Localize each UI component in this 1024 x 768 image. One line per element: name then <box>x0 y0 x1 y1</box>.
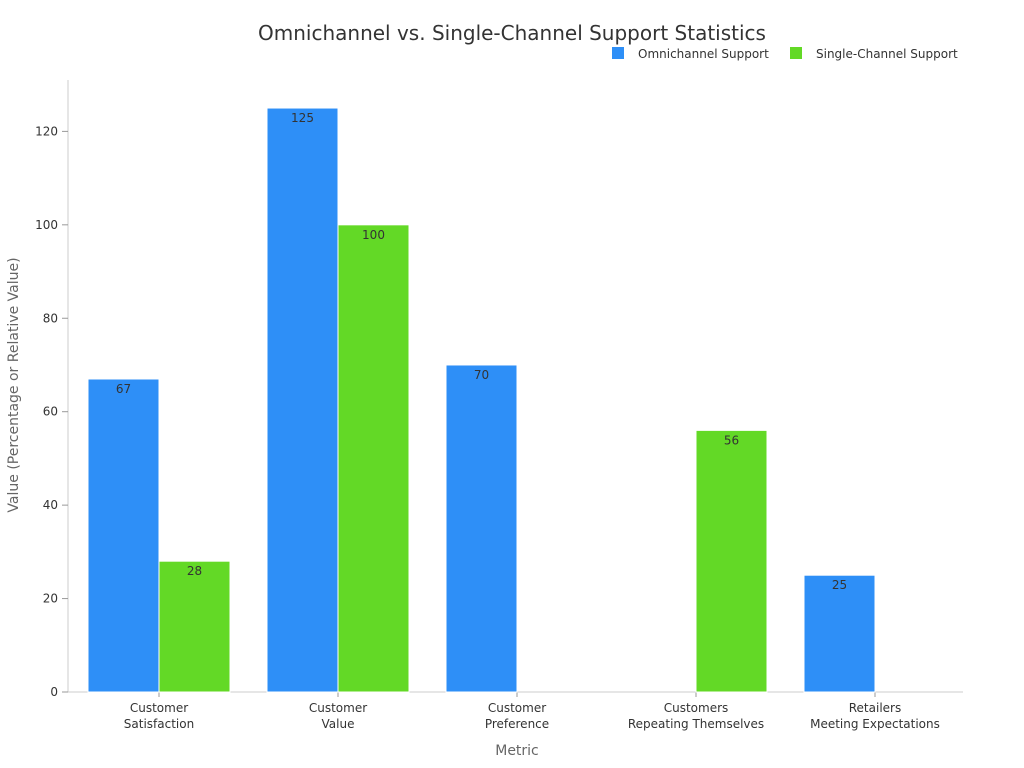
x-tick-label-1: Customer Satisfaction <box>124 701 194 731</box>
bar-series2-category2 <box>337 224 410 693</box>
x-tick-label-4: Customers Repeating Themselves <box>628 701 764 731</box>
y-tick-label-20: 20 <box>43 592 58 606</box>
bar-label-series1-category2: 125 <box>291 111 314 125</box>
legend-swatch-1 <box>612 47 624 59</box>
x-tick-label-line-3-2: Preference <box>485 717 549 731</box>
x-tick-label-line-4-2: Repeating Themselves <box>628 717 764 731</box>
legend-item-2[interactable]: Single-Channel Support <box>790 47 958 61</box>
bar-series1-category1 <box>87 378 160 693</box>
y-tick-label-0: 0 <box>50 685 58 699</box>
x-tick-label-2: Customer Value <box>309 701 367 731</box>
y-tick-label-40: 40 <box>43 498 58 512</box>
x-tick-label-line-2-2: Value <box>322 717 355 731</box>
bar-series2-category1 <box>158 560 231 693</box>
x-tick-label-line-1-1: Customer <box>130 701 188 715</box>
y-axis-ticks: 0 20 40 60 80 100 120 <box>35 124 68 699</box>
x-tick-label-5: Retailers Meeting Expectations <box>810 701 940 731</box>
legend-label-1: Omnichannel Support <box>638 47 769 61</box>
legend-swatch-2 <box>790 47 802 59</box>
y-tick-label-60: 60 <box>43 405 58 419</box>
bar-series2-category4 <box>695 429 768 693</box>
bar-label-series1-category3: 70 <box>474 368 489 382</box>
x-tick-label-line-1-2: Satisfaction <box>124 717 194 731</box>
legend-item-1[interactable]: Omnichannel Support <box>612 47 769 61</box>
x-tick-label-3: Customer Preference <box>485 701 549 731</box>
x-tick-label-line-5-1: Retailers <box>849 701 901 715</box>
bar-label-series1-category1: 67 <box>116 382 131 396</box>
x-tick-label-line-2-1: Customer <box>309 701 367 715</box>
x-tick-label-line-3-1: Customer <box>488 701 546 715</box>
y-tick-label-80: 80 <box>43 311 58 325</box>
bar-series1-category3 <box>445 364 518 693</box>
y-tick-label-120: 120 <box>35 124 58 138</box>
bar-series1-category2 <box>266 107 339 693</box>
bar-label-series2-category4: 56 <box>724 433 739 447</box>
y-axis-label: Value (Percentage or Relative Value) <box>6 257 22 512</box>
bars <box>87 107 876 693</box>
legend: Omnichannel Support Single-Channel Suppor… <box>612 47 958 61</box>
chart-title: Omnichannel vs. Single-Channel Support S… <box>258 21 766 45</box>
x-axis-label: Metric <box>495 743 539 759</box>
legend-label-2: Single-Channel Support <box>816 47 958 61</box>
y-tick-label-100: 100 <box>35 218 58 232</box>
bar-label-series2-category2: 100 <box>362 228 385 242</box>
bar-label-series1-category5: 25 <box>832 578 847 592</box>
x-tick-label-line-5-2: Meeting Expectations <box>810 717 940 731</box>
bar-series1-category5 <box>803 574 876 693</box>
x-tick-label-line-4-1: Customers <box>664 701 729 715</box>
bar-labels: 67 125 70 25 28 100 56 <box>116 111 847 592</box>
bar-label-series2-category1: 28 <box>187 564 202 578</box>
